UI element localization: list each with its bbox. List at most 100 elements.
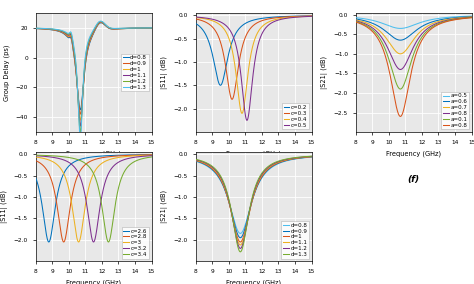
d=1 — [100, 21, 106, 25]
Line: a=0.8: a=0.8 — [356, 18, 472, 116]
Y-axis label: |S21| (dB): |S21| (dB) — [321, 56, 328, 89]
a=0.6 — [398, 38, 403, 42]
c=0.2 — [260, 16, 266, 20]
c=0.5 — [267, 22, 273, 26]
d=1.2 — [33, 27, 38, 30]
a=0.1 — [441, 20, 447, 24]
a=0.1 — [360, 22, 365, 26]
c=3.2 — [107, 170, 112, 173]
c=0.3 — [263, 18, 269, 21]
c=3 — [40, 156, 46, 160]
d=0.8 — [98, 21, 104, 24]
c=0.4 — [239, 112, 245, 115]
c=0.3 — [281, 15, 287, 19]
a=0.8 — [423, 32, 429, 36]
d=1 — [237, 240, 243, 244]
c=3.4 — [33, 153, 38, 157]
c=0.5 — [260, 30, 266, 33]
c=0.2 — [193, 22, 199, 25]
a=0.8 — [420, 31, 426, 34]
d=1.3 — [133, 26, 138, 30]
Line: c=2.8: c=2.8 — [36, 155, 152, 242]
c=0.5 — [200, 16, 206, 19]
a=0.7 — [469, 15, 474, 19]
d=1.1 — [260, 172, 266, 176]
c=2.8 — [61, 240, 66, 244]
c=3.4 — [40, 154, 46, 157]
d=1.1 — [121, 27, 127, 30]
Y-axis label: |S11| (dB): |S11| (dB) — [1, 190, 8, 223]
d=1.1 — [267, 165, 273, 169]
c=3 — [100, 161, 106, 164]
d=1.1 — [40, 27, 46, 30]
d=1 — [103, 24, 109, 28]
d=0.9 — [107, 27, 112, 30]
c=2.8 — [103, 155, 109, 159]
d=1.3 — [121, 26, 127, 30]
a=0.5 — [441, 16, 447, 20]
d=1.3 — [149, 26, 155, 30]
a=0.8 — [423, 28, 429, 31]
a=0.7 — [398, 52, 403, 56]
Line: c=3.4: c=3.4 — [36, 155, 152, 242]
d=1.1 — [77, 124, 83, 128]
a=0.8 — [441, 21, 447, 24]
d=0.8 — [33, 27, 38, 30]
c=3.2 — [40, 154, 46, 158]
c=3 — [107, 158, 112, 161]
Line: d=1.3: d=1.3 — [196, 156, 311, 252]
d=0.8 — [40, 27, 46, 31]
a=0.7 — [360, 20, 365, 23]
Text: (f): (f) — [408, 175, 419, 184]
Line: d=1.1: d=1.1 — [36, 22, 152, 126]
d=0.9 — [200, 162, 206, 165]
X-axis label: Frequency (GHz): Frequency (GHz) — [66, 150, 121, 157]
a=0.7 — [427, 23, 432, 27]
d=0.9 — [98, 21, 104, 24]
Line: d=1: d=1 — [36, 22, 152, 120]
a=0.6 — [353, 17, 358, 21]
d=1.2 — [98, 20, 103, 23]
d=0.9 — [121, 27, 127, 30]
Legend: d=0.8, d=0.9, d=1, d=1.1, d=1.2, d=1.3: d=0.8, d=0.9, d=1, d=1.1, d=1.2, d=1.3 — [282, 221, 309, 258]
d=1.3 — [200, 160, 206, 163]
c=2.8 — [33, 159, 38, 162]
c=3 — [121, 155, 127, 158]
a=0.8 — [453, 18, 458, 21]
a=0.7 — [353, 18, 358, 22]
d=0.8 — [100, 22, 106, 25]
c=0.4 — [193, 16, 199, 19]
c=2.8 — [133, 153, 138, 157]
c=2.6 — [33, 176, 38, 179]
d=0.9 — [237, 236, 243, 239]
c=3.2 — [91, 240, 96, 244]
c=3.4 — [133, 159, 138, 163]
d=1 — [33, 27, 38, 30]
a=0.1 — [453, 18, 458, 21]
d=1 — [281, 159, 287, 163]
d=1.1 — [103, 24, 109, 28]
d=1 — [263, 169, 269, 173]
a=0.5 — [427, 18, 432, 22]
d=1.1 — [309, 155, 314, 158]
d=1.2 — [237, 247, 243, 250]
Y-axis label: Group Delay (ps): Group Delay (ps) — [3, 44, 10, 101]
d=0.9 — [281, 160, 287, 163]
c=0.5 — [293, 16, 299, 19]
d=0.8 — [200, 162, 206, 166]
d=1.2 — [309, 155, 314, 158]
Line: d=0.9: d=0.9 — [36, 22, 152, 114]
c=0.4 — [267, 20, 273, 23]
c=3.4 — [100, 212, 106, 215]
a=0.5 — [423, 19, 429, 22]
c=0.3 — [193, 17, 199, 21]
c=0.2 — [281, 15, 287, 18]
d=1 — [293, 157, 299, 160]
d=1.1 — [200, 161, 206, 164]
c=0.5 — [193, 15, 199, 19]
Line: d=1.3: d=1.3 — [36, 21, 152, 139]
c=3 — [33, 155, 38, 159]
Y-axis label: |S11| (dB): |S11| (dB) — [161, 56, 168, 89]
d=0.9 — [193, 159, 199, 162]
a=0.8 — [420, 36, 426, 40]
